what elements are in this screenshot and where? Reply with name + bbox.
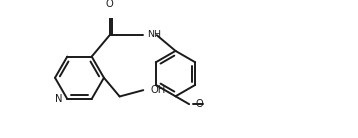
Text: OH: OH	[150, 85, 165, 95]
Text: O: O	[106, 0, 113, 9]
Text: NH: NH	[147, 30, 161, 39]
Text: N: N	[55, 94, 63, 104]
Text: O: O	[196, 99, 203, 109]
